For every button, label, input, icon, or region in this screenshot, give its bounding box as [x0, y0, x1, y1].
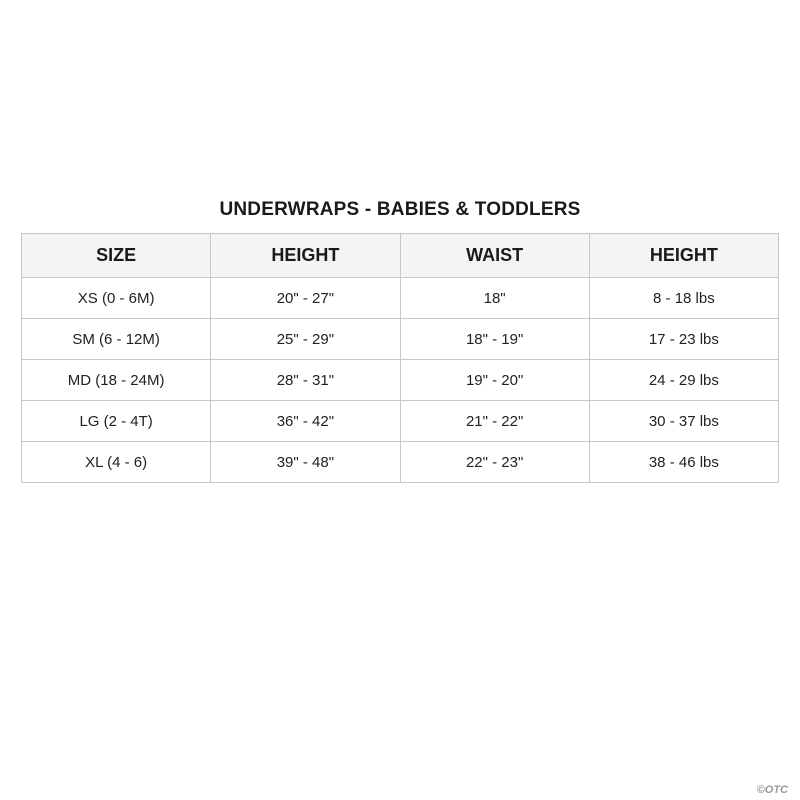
table-row: LG (2 - 4T) 36" - 42" 21" - 22" 30 - 37 lbs: [20, 400, 780, 442]
header-size: SIZE: [20, 233, 212, 278]
table-row: SM (6 - 12M) 25" - 29" 18" - 19" 17 - 23 lb…: [20, 318, 780, 360]
waist-cell: 22" - 23": [399, 441, 590, 483]
table-row: XL (4 - 6) 39" - 48" 22" - 23" 38 - 46 lbs: [20, 441, 780, 483]
weight-cell: 24 - 29 lbs: [588, 359, 780, 401]
weight-cell: 8 - 18 lbs: [588, 277, 780, 319]
header-waist: WAIST: [399, 233, 590, 278]
chart-title: UNDERWRAPS - BABIES & TODDLERS: [219, 199, 581, 220]
size-cell: XL (4 - 6): [20, 441, 212, 483]
header-row: SIZE HEIGHT WAIST HEIGHT: [20, 233, 780, 278]
height-cell: 39" - 48": [210, 441, 401, 483]
weight-cell: 30 - 37 lbs: [588, 400, 780, 442]
height-cell: 28" - 31": [210, 359, 401, 401]
height-cell: 25" - 29": [210, 318, 401, 360]
otc-watermark: ©OTC: [756, 784, 788, 796]
height-cell: 20" - 27": [210, 277, 401, 319]
size-cell: XS (0 - 6M): [20, 277, 212, 319]
size-cell: MD (18 - 24M): [20, 359, 212, 401]
size-cell: LG (2 - 4T): [20, 400, 212, 442]
weight-cell: 38 - 46 lbs: [588, 441, 780, 483]
waist-cell: 18" - 19": [399, 318, 590, 360]
header-height: HEIGHT: [210, 233, 401, 278]
waist-cell: 21" - 22": [399, 400, 590, 442]
size-cell: SM (6 - 12M): [20, 318, 212, 360]
table-row: XS (0 - 6M) 20" - 27" 18" 8 - 18 lbs: [20, 277, 780, 319]
height-cell: 36" - 42": [210, 400, 401, 442]
waist-cell: 19" - 20": [399, 359, 590, 401]
size-chart-table: SIZE HEIGHT WAIST HEIGHT XS (0 - 6M) 20" …: [20, 233, 780, 483]
waist-cell: 18": [399, 277, 590, 319]
weight-cell: 17 - 23 lbs: [588, 318, 780, 360]
header-weight: HEIGHT: [588, 233, 780, 278]
table-row: MD (18 - 24M) 28" - 31" 19" - 20" 24 - 29 l…: [20, 359, 780, 401]
